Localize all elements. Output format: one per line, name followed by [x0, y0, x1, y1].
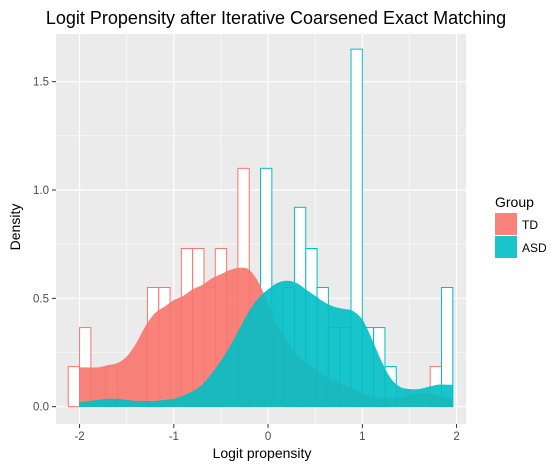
- x-tick-label: 0: [265, 431, 271, 443]
- x-tick-label: 2: [453, 431, 459, 443]
- td-histogram-bar: [67, 366, 81, 408]
- legend-key-asd: [495, 236, 517, 258]
- legend-title: Group: [495, 194, 534, 210]
- chart-title: Logit Propensity after Iterative Coarsen…: [46, 8, 506, 28]
- asd-density-area: [79, 280, 454, 407]
- x-tick-label: -1: [169, 431, 179, 443]
- y-tick-label: 0.0: [33, 402, 49, 414]
- x-axis-title: Logit propensity: [213, 445, 312, 461]
- legend: Group TD ASD: [495, 194, 547, 258]
- legend-label-td: TD: [522, 218, 538, 232]
- y-axis: 0.0 0.5 1.0 1.5: [33, 77, 56, 414]
- y-tick-label: 1.5: [33, 77, 49, 89]
- y-tick-label: 0.5: [33, 293, 49, 305]
- legend-label-asd: ASD: [522, 241, 547, 255]
- y-tick-label: 1.0: [33, 185, 49, 197]
- x-tick-label: 1: [359, 431, 365, 443]
- legend-key-td: [495, 213, 517, 235]
- y-axis-title: Density: [7, 204, 23, 251]
- x-tick-label: -2: [74, 431, 84, 443]
- x-axis: -2 -1 0 1 2: [74, 424, 460, 443]
